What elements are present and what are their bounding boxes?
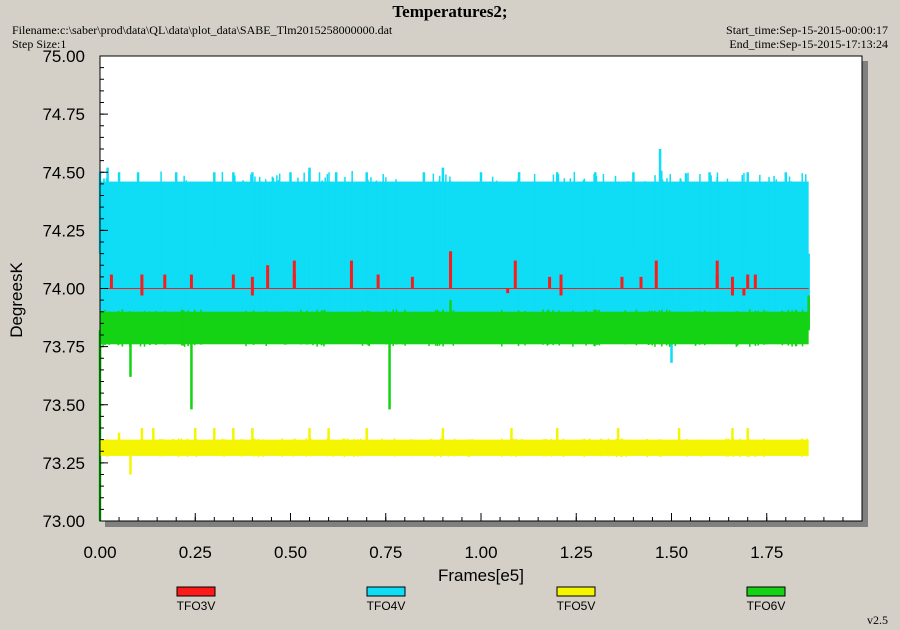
x-tick-label: 1.50 (655, 543, 688, 562)
x-tick-label: 1.25 (560, 543, 593, 562)
y-tick-label: 74.00 (42, 280, 85, 299)
legend-swatch-TFO3V (176, 586, 216, 597)
end-time-label: End_time:Sep-15-2015-17:13:24 (729, 37, 888, 51)
x-tick-label: 1.00 (464, 543, 497, 562)
series-TFO3V (100, 251, 809, 296)
chart-title: Temperatures2; (392, 2, 508, 21)
x-tick-label: 0.25 (179, 543, 212, 562)
y-tick-label: 73.50 (42, 396, 85, 415)
y-tick-label: 74.75 (42, 105, 85, 124)
legend-swatch-TFO4V (366, 586, 406, 597)
y-tick-label: 73.00 (42, 512, 85, 531)
legend-label-TFO4V: TFO4V (367, 599, 406, 613)
legend-label-TFO6V: TFO6V (747, 599, 786, 613)
legend-label-TFO3V: TFO3V (177, 599, 216, 613)
series-TFO6V (98, 295, 810, 521)
series-TFO4V (98, 149, 810, 363)
y-axis-label: DegreesK (7, 262, 26, 338)
step-size-label: Step Size:1 (12, 37, 67, 51)
y-tick-label: 74.25 (42, 221, 85, 240)
legend-swatch-TFO6V (746, 586, 786, 597)
start-time-label: Start_time:Sep-15-2015-00:00:17 (726, 23, 888, 37)
x-tick-label: 0.75 (369, 543, 402, 562)
version-label: v2.5 (867, 613, 888, 627)
y-tick-label: 73.25 (42, 454, 85, 473)
y-tick-label: 75.00 (42, 47, 85, 66)
legend-swatch-TFO5V (556, 586, 596, 597)
series-band (100, 181, 809, 317)
x-tick-label: 1.75 (750, 543, 783, 562)
x-tick-label: 0.50 (274, 543, 307, 562)
x-axis-label: Frames[e5] (438, 566, 524, 585)
y-tick-label: 73.75 (42, 338, 85, 357)
x-tick-label: 0.00 (83, 543, 116, 562)
filename-label: Filename:c:\saber\prod\data\QL\data\plot… (12, 23, 393, 37)
series-TFO5V (99, 428, 809, 475)
y-tick-label: 74.50 (42, 163, 85, 182)
legend-label-TFO5V: TFO5V (557, 599, 596, 613)
series-band (100, 311, 809, 345)
